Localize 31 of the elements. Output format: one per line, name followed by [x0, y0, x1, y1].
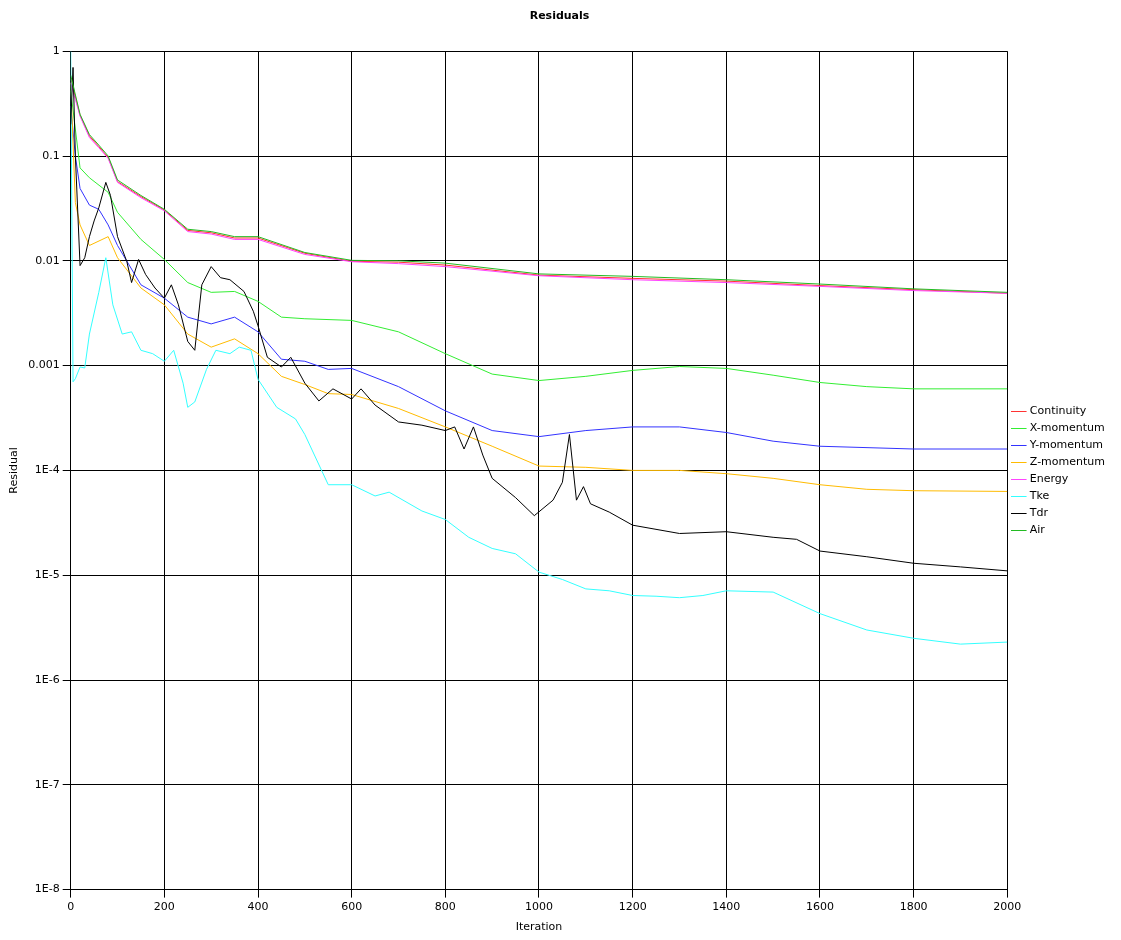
y-axis-title: Residual: [7, 447, 21, 494]
chart-title: Residuals: [529, 9, 590, 23]
y-tick-label: 0.1: [42, 148, 60, 162]
y-tick-label: 1E-7: [34, 777, 60, 791]
x-tick-label: 1000: [524, 900, 553, 914]
x-tick-label: 1400: [712, 900, 741, 914]
y-tick-label: 1E-8: [34, 882, 60, 896]
x-tick-label: 1200: [618, 900, 647, 914]
legend-label: Z-momentum: [1029, 455, 1106, 469]
legend-label: X-momentum: [1029, 421, 1105, 435]
y-tick-label: 0.01: [35, 253, 60, 267]
x-tick-label: 400: [247, 900, 269, 914]
legend-label: Tdr: [1028, 506, 1049, 520]
x-tick-label: 800: [434, 900, 456, 914]
legend-label: Tke: [1028, 489, 1050, 503]
x-tick-label: 1800: [899, 900, 928, 914]
y-tick-label: 1E-6: [34, 672, 60, 686]
x-tick-label: 0: [67, 900, 75, 914]
legend-label: Energy: [1029, 472, 1069, 486]
x-tick-label: 600: [341, 900, 363, 914]
legend-label: Y-momentum: [1028, 438, 1104, 452]
legend-label: Air: [1029, 523, 1046, 537]
x-axis-title: Iteration: [515, 920, 563, 934]
y-tick-label: 1: [52, 44, 60, 58]
y-tick-label: 0.001: [28, 358, 60, 372]
x-tick-label: 1600: [805, 900, 834, 914]
y-tick-label: 1E-4: [34, 463, 60, 477]
x-tick-label: 2000: [993, 900, 1022, 914]
legend-label: Continuity: [1029, 404, 1087, 418]
x-tick-label: 200: [153, 900, 175, 914]
y-tick-label: 1E-5: [34, 568, 60, 582]
